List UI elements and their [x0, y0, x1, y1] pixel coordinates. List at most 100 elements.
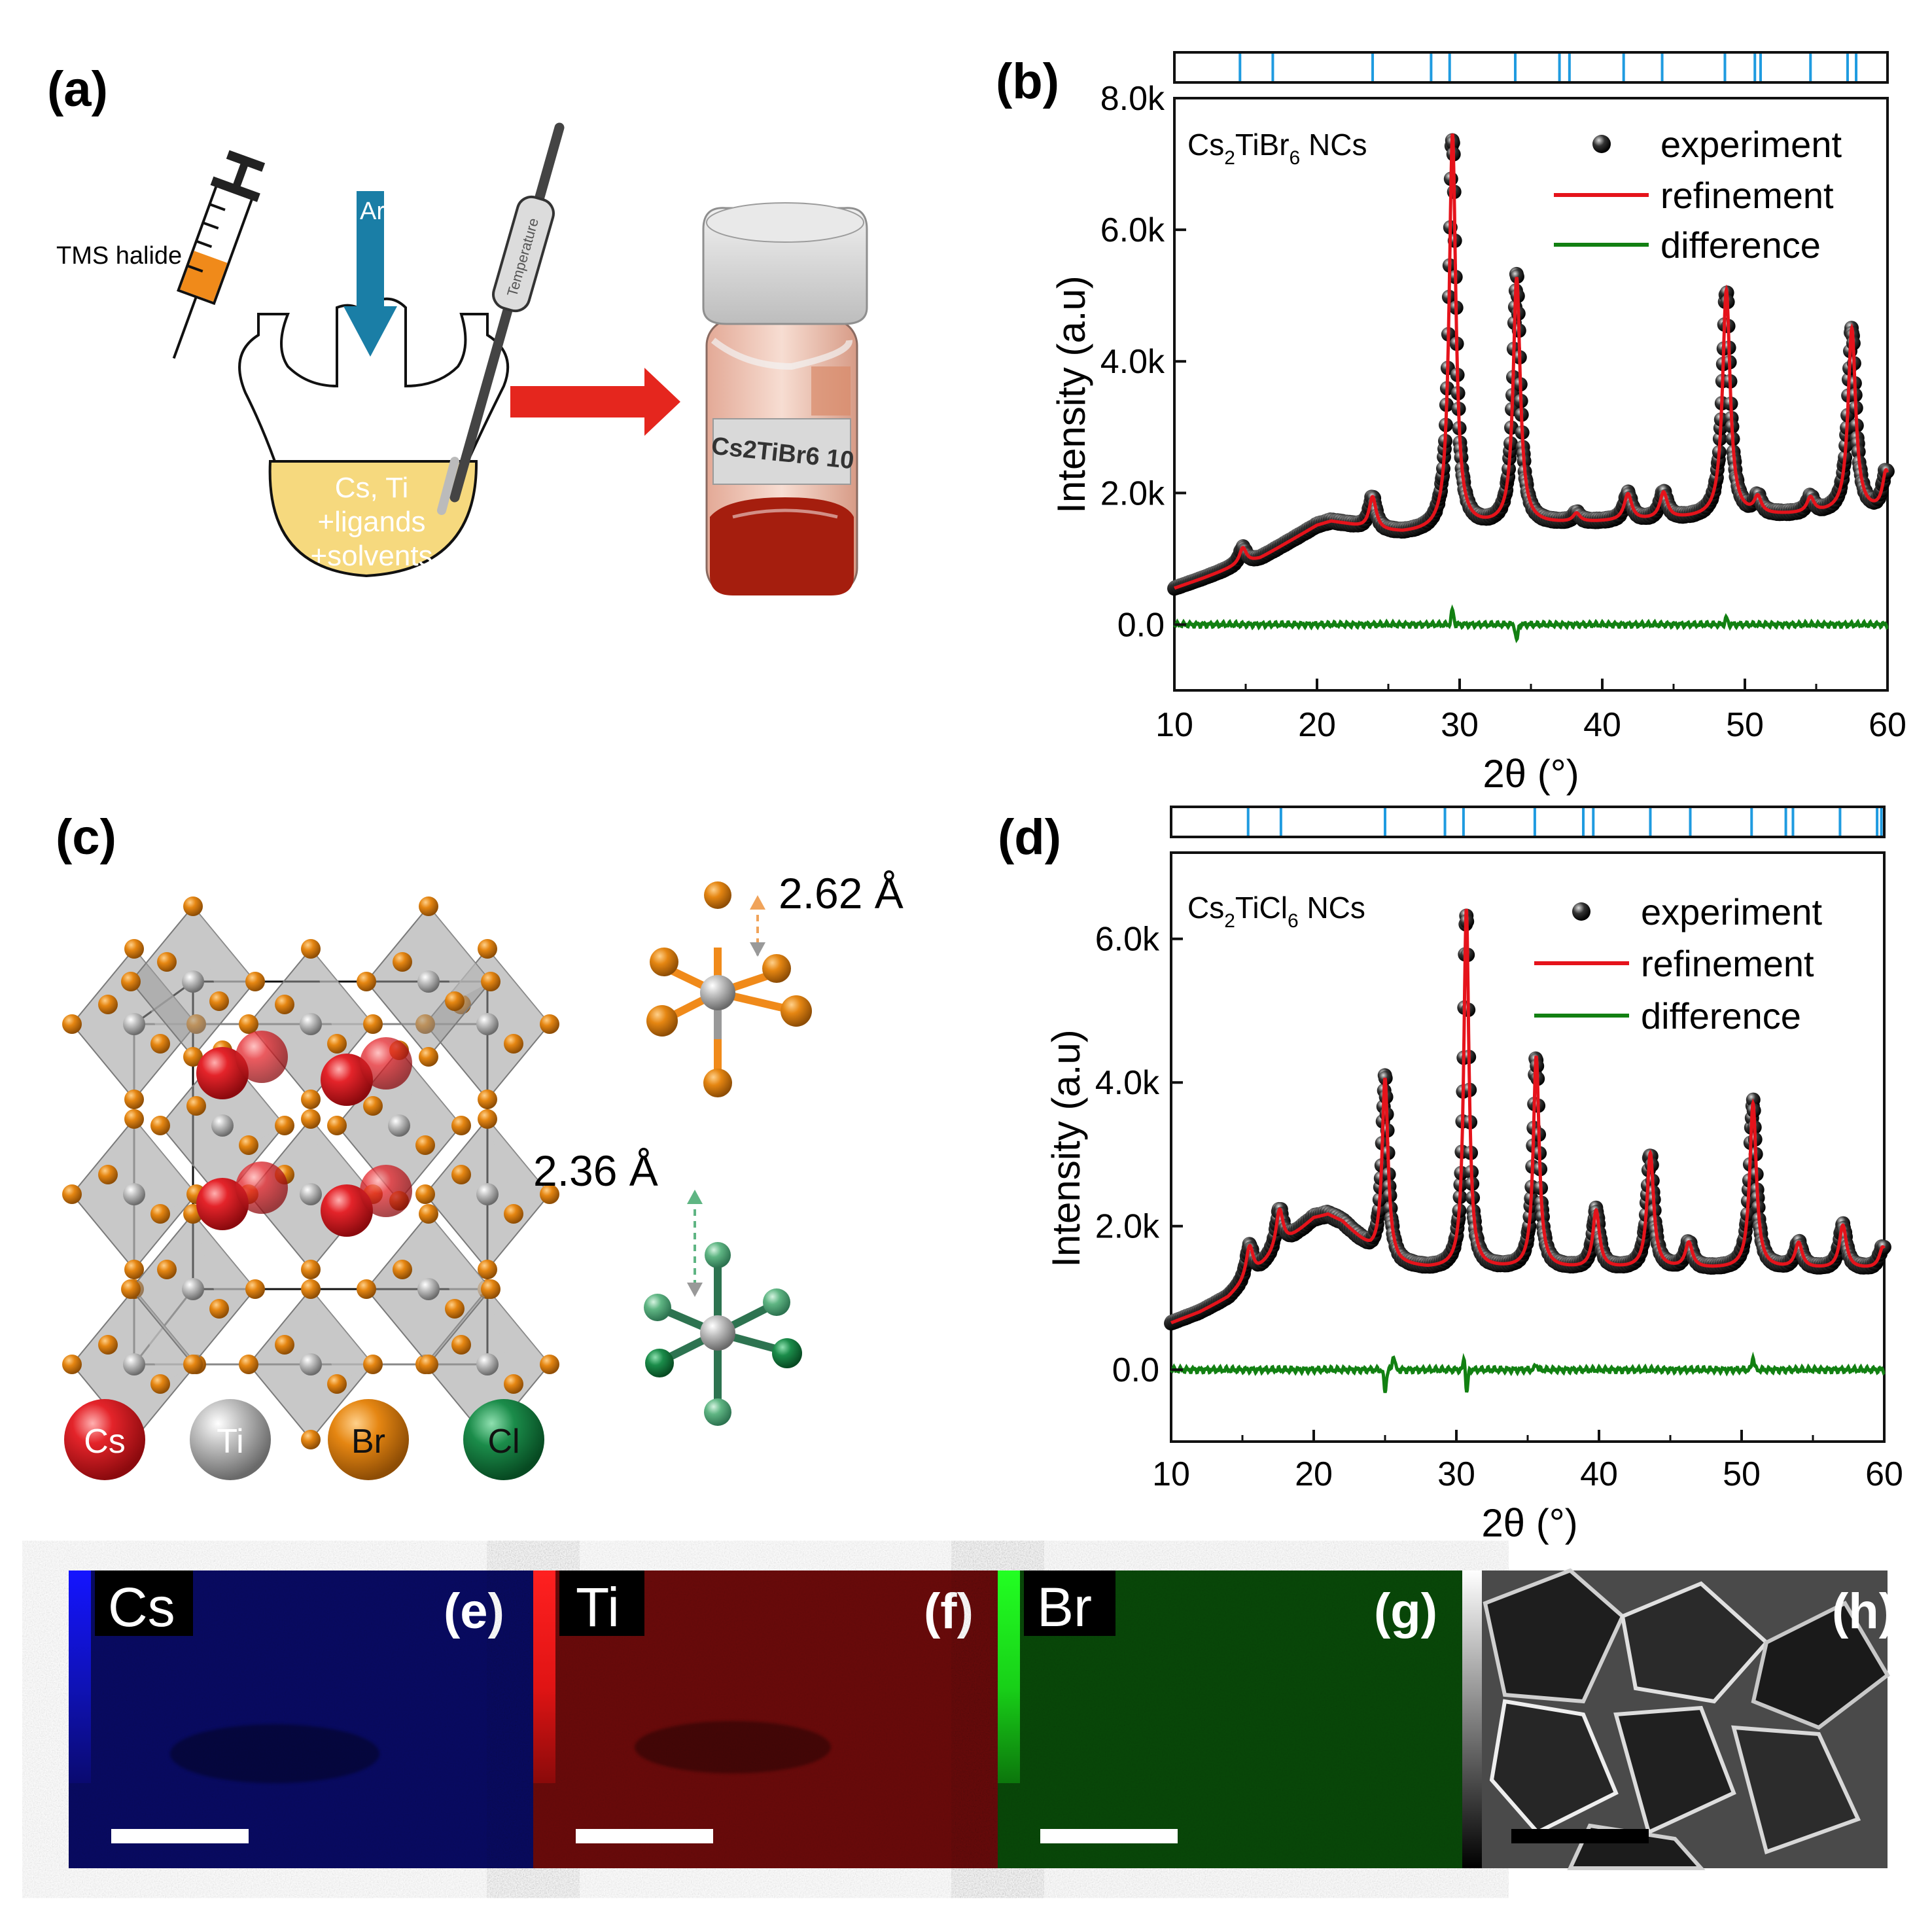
legend-cs: Cs [64, 1399, 145, 1480]
octahedron-face-4 [429, 906, 491, 1001]
cs-atom-3 [360, 1037, 412, 1090]
ytick-label-d-2: 4.0k [1095, 1064, 1160, 1102]
axes-b: 10 20 30 40 50 60 0.0 2.0k 4.0k 6.0k 8.0k [1100, 80, 1906, 744]
legend-d-ref: refinement [1641, 943, 1814, 984]
br-atom [150, 1204, 170, 1224]
br-atom [363, 1355, 383, 1374]
octahedron-face-9 [487, 1119, 550, 1214]
cs-atom-4 [196, 1178, 249, 1230]
br-atom [481, 972, 501, 991]
br-atom [150, 1034, 170, 1054]
panel-b: (b) 10 20 30 40 50 60 0.0 2.0k 4.0k 6.0k 8.0k Cs2T… [996, 51, 1906, 796]
ti-atom [211, 1114, 234, 1137]
br-atom [157, 1260, 177, 1279]
ti-atom [417, 1278, 440, 1300]
legend-ti: Ti [190, 1399, 271, 1480]
br-atom [478, 939, 497, 959]
cs-atom-0 [196, 1047, 249, 1099]
br-atom [186, 1096, 206, 1116]
panel-c-label: (c) [56, 809, 116, 865]
br-atom [478, 1260, 497, 1279]
br-atom [62, 1355, 82, 1374]
br-atom [301, 1430, 321, 1449]
panel-a-label: (a) [47, 62, 108, 117]
br-atom [98, 1335, 118, 1355]
br-atom [245, 1279, 265, 1299]
br-atom [98, 995, 118, 1014]
syringe-label: TMS halide [56, 242, 182, 270]
ti-atom [123, 1183, 145, 1205]
argon-label: Ar [360, 198, 385, 225]
br-atom [415, 1184, 435, 1204]
ti-atom [417, 970, 440, 993]
ytick-label-b-4: 8.0k [1100, 80, 1165, 118]
scale-bar-g [1040, 1829, 1178, 1843]
br-atom [419, 1355, 438, 1374]
xtick-label-b-1: 20 [1298, 706, 1336, 744]
scale-bar-e [111, 1829, 249, 1843]
exp-point-b-534 [1509, 269, 1524, 284]
br-atom [504, 1374, 523, 1394]
br-atom [419, 896, 438, 916]
flask-line-3: +solvents [310, 540, 432, 572]
scale-bar-h [1511, 1829, 1649, 1843]
ti-atom [476, 1013, 499, 1035]
br-atom [327, 1116, 347, 1135]
xtick-label-b-5: 60 [1869, 706, 1906, 744]
br-atom [419, 1047, 438, 1067]
br-atom [183, 1355, 203, 1374]
sample-label-d: Cs2TiCl6 NCs [1187, 891, 1365, 932]
br-atom [150, 1374, 170, 1394]
br-atom [62, 1014, 82, 1034]
series-experiment-d [1164, 908, 1891, 1331]
br-atom [419, 1204, 438, 1224]
flask-line-1: Cs, Ti [335, 472, 408, 504]
br-atom [327, 1374, 347, 1394]
br-atom [357, 1279, 376, 1299]
br-atom [157, 952, 177, 972]
octahedron-face-6 [399, 1050, 461, 1145]
panel-e-label: (e) [444, 1584, 504, 1639]
legend-b-diff: difference [1660, 224, 1821, 266]
flask-line-2: +ligands [317, 506, 425, 538]
scale-bar-f [576, 1829, 713, 1843]
xtick-label-d-0: 10 [1152, 1455, 1190, 1493]
xtick-label-b-4: 50 [1726, 706, 1764, 744]
br-atom [357, 972, 376, 991]
map-f-element: Ti [576, 1576, 620, 1638]
xtick-label-d-2: 30 [1437, 1455, 1475, 1493]
br-atom [445, 1299, 465, 1319]
xtick-label-d-4: 50 [1723, 1455, 1761, 1493]
panel-f: Ti (f) [533, 1570, 998, 1868]
octahedron-face-2 [487, 949, 550, 1044]
cs-atom-2 [321, 1054, 373, 1106]
panel-h: (h) [1462, 1568, 1895, 1870]
xtick-label-b-2: 30 [1441, 706, 1479, 744]
ytick-label-b-1: 2.0k [1100, 474, 1165, 512]
br-atom [363, 1014, 383, 1034]
panel-g-label: (g) [1374, 1584, 1437, 1639]
br-atom [275, 1335, 294, 1355]
br-atom [209, 991, 229, 1011]
cs-atoms-layer [196, 1031, 412, 1237]
br-atom [327, 1034, 347, 1054]
legend-b-exp-marker [1592, 135, 1611, 153]
octahedron-face-1 [311, 949, 373, 1044]
ylabel-b: Intensity (a.u) [1049, 275, 1093, 514]
br-atom [183, 896, 203, 916]
bond-length-br: 2.62 Å [779, 869, 904, 917]
xtick-label-b-3: 40 [1583, 706, 1621, 744]
ytick-label-b-3: 6.0k [1100, 211, 1165, 249]
product-vial: Cs2TiBr6 10 [702, 202, 868, 595]
br-atom [415, 1135, 435, 1155]
octahedron-face-3 [193, 906, 255, 1001]
svg-text:Cl: Cl [487, 1423, 519, 1461]
element-legend: Cs Ti Br Cl [64, 1399, 544, 1480]
bond-length-cl: 2.36 Å [533, 1146, 658, 1195]
panel-e: Cs (e) [69, 1570, 533, 1868]
legend-d-exp-marker [1572, 902, 1590, 921]
br-atom [393, 1260, 412, 1279]
ti-atom [123, 1013, 145, 1035]
series-refinement-b [1173, 133, 1889, 590]
xtick-label-d-3: 40 [1580, 1455, 1618, 1493]
